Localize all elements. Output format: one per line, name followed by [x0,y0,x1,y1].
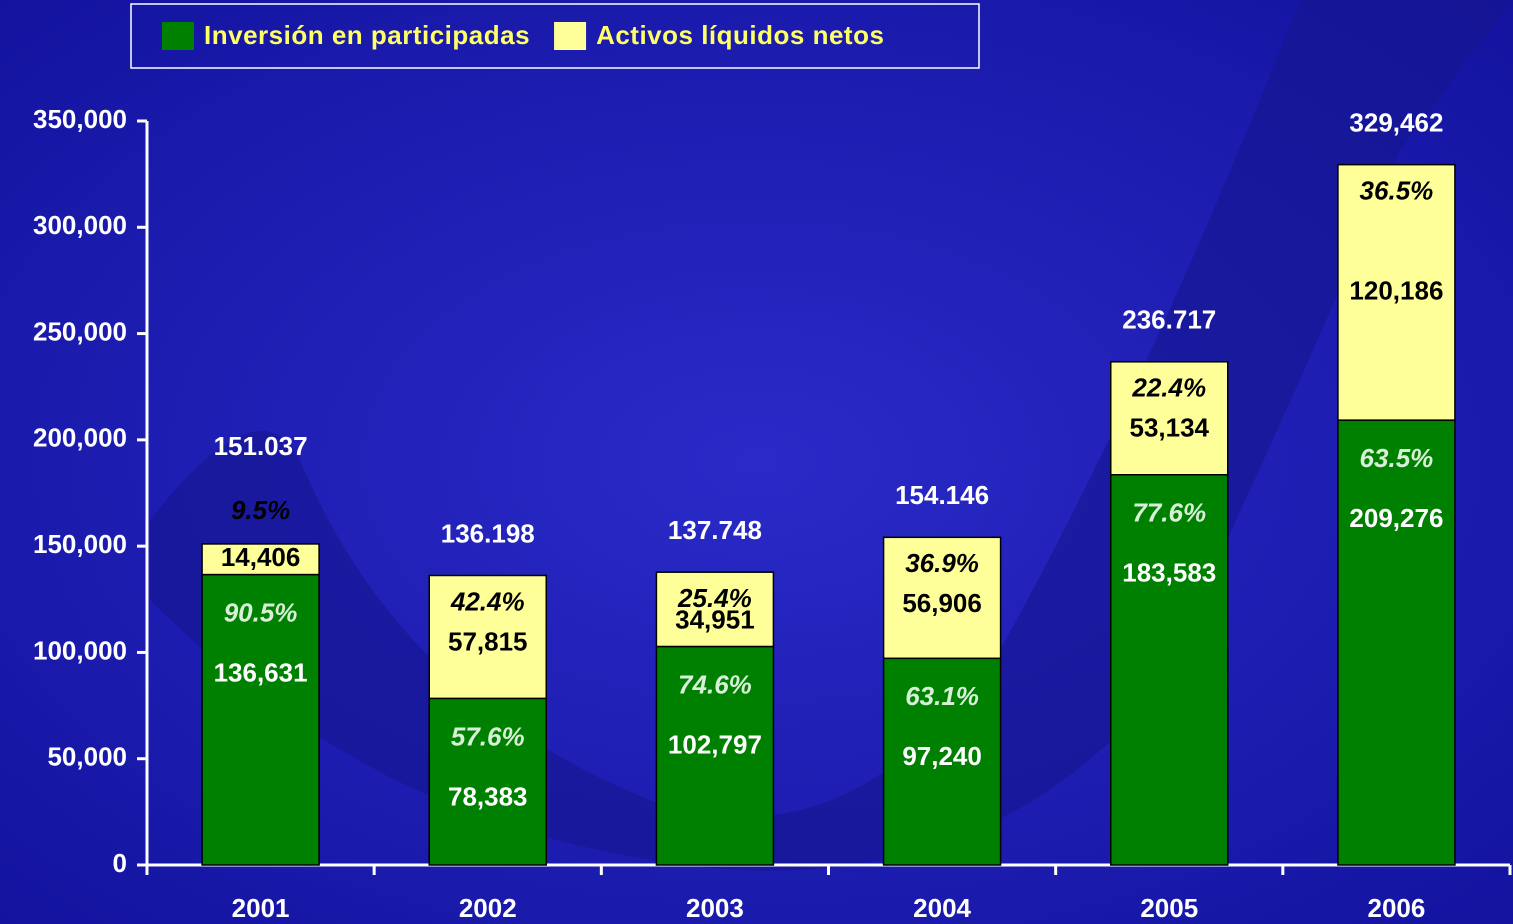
y-tick-label: 150,000 [33,529,127,559]
total-label: 154.146 [895,480,989,510]
percent-label: 77.6% [1132,498,1206,528]
y-tick-label: 100,000 [33,635,127,665]
value-label: 183,583 [1122,558,1216,588]
total-label: 151.037 [214,431,308,461]
percent-label: 42.4% [450,586,525,616]
bar-segment [882,536,1002,660]
percent-label: 90.5% [224,597,298,627]
value-label: 53,134 [1129,413,1209,443]
y-tick-label: 200,000 [33,423,127,453]
x-tick-label: 2002 [459,893,517,923]
bar-segment [655,571,775,648]
bar-segment [1110,361,1229,476]
x-tick-label: 2006 [1367,893,1425,923]
percent-label: 74.6% [678,669,752,699]
x-tick-label: 2003 [686,893,744,923]
value-label: 102,797 [668,729,762,759]
value-label: 34,951 [675,604,755,634]
percent-label: 63.5% [1360,443,1434,473]
x-tick-label: 2004 [913,893,971,923]
y-tick-label: 350,000 [33,104,127,134]
percent-label: 63.1% [905,681,979,711]
x-tick-label: 2005 [1140,893,1198,923]
total-label: 136.198 [441,518,535,548]
percent-label: 36.9% [905,548,979,578]
bar-segment [1110,474,1229,866]
value-label: 56,906 [902,588,982,618]
value-label: 120,186 [1349,276,1443,306]
y-tick-label: 0 [113,848,127,878]
percent-label: 22.4% [1131,373,1206,403]
total-label: 137.748 [668,515,762,545]
legend-box [130,3,980,69]
value-label: 78,383 [448,781,528,811]
value-label: 57,815 [448,626,528,656]
bar-segment [201,543,320,576]
legend-label: Inversión en participadas [204,20,530,50]
bar-segment [655,645,775,866]
value-label: 209,276 [1349,503,1443,533]
percent-label: 57.6% [451,721,525,751]
y-tick-label: 250,000 [33,316,127,346]
total-label: 329,462 [1349,108,1443,138]
value-label: 136,631 [214,657,308,687]
percent-label: 36.5% [1360,176,1434,206]
value-label: 14,406 [221,542,301,572]
bar-segment [428,697,547,866]
bar-segment [428,574,547,700]
x-tick-label: 2001 [232,893,290,923]
percent-label: 9.5% [231,495,290,525]
bar-segment [1337,163,1456,421]
bar-segment [201,573,320,866]
legend-swatch [554,22,587,50]
legend-swatch [162,22,194,50]
percent-label: 25.4% [677,583,752,613]
value-label: 97,240 [902,741,982,771]
bar-segment [1337,419,1456,866]
y-tick-label: 300,000 [33,210,127,240]
legend-label: Activos líquidos netos [596,20,884,50]
bar-segment [882,657,1002,866]
total-label: 236.717 [1122,305,1216,335]
y-tick-label: 50,000 [47,742,127,772]
